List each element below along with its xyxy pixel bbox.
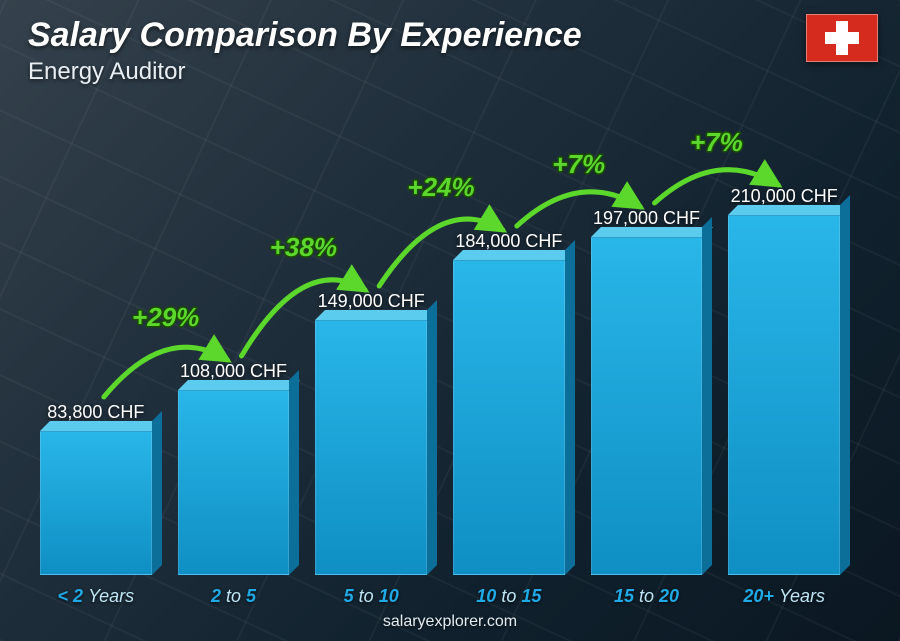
bar-side [427,300,437,575]
bar [728,215,840,575]
bar-chart: 83,800 CHF< 2 Years108,000 CHF2 to 5149,… [40,145,840,575]
chart-column: 108,000 CHF2 to 5 [178,361,290,575]
bar-side [152,411,162,575]
bar [453,260,565,575]
chart-column: 210,000 CHF20+ Years [728,186,840,575]
bar-lid [453,250,575,260]
bar-lid [178,380,300,390]
category-label: 2 to 5 [211,586,256,607]
chart-subtitle: Energy Auditor [28,58,185,86]
bar-side [565,240,575,575]
infographic-canvas: Salary Comparison By Experience Energy A… [0,0,900,641]
chart-column: 197,000 CHF15 to 20 [591,208,703,575]
bar-value-label: 184,000 CHF [455,231,562,252]
chart-title: Salary Comparison By Experience [28,16,582,55]
category-label: 10 to 15 [476,586,541,607]
chart-column: 184,000 CHF10 to 15 [453,231,565,575]
category-label: 20+ Years [743,586,825,607]
bar [315,320,427,575]
bar [178,390,290,575]
bar-side [289,370,299,575]
bar-value-label: 149,000 CHF [318,291,425,312]
bar-front [178,390,290,575]
bar-front [591,237,703,575]
bar [591,237,703,575]
category-label: 5 to 10 [344,586,399,607]
category-label: 15 to 20 [614,586,679,607]
bar-lid [591,227,713,237]
bar-side [702,217,712,575]
bar-front [728,215,840,575]
flag-icon [806,14,878,62]
bar-front [40,431,152,575]
bar-side [840,195,850,575]
bar-lid [315,310,437,320]
chart-column: 83,800 CHF< 2 Years [40,402,152,575]
bar [40,431,152,575]
bar-lid [728,205,850,215]
bar-value-label: 210,000 CHF [731,186,838,207]
category-label: < 2 Years [58,586,135,607]
bar-value-label: 197,000 CHF [593,208,700,229]
bar-value-label: 108,000 CHF [180,361,287,382]
footer-site: salaryexplorer.com [0,613,900,631]
bar-lid [40,421,162,431]
bar-front [315,320,427,575]
bar-front [453,260,565,575]
bar-value-label: 83,800 CHF [47,402,144,423]
chart-column: 149,000 CHF5 to 10 [315,291,427,575]
